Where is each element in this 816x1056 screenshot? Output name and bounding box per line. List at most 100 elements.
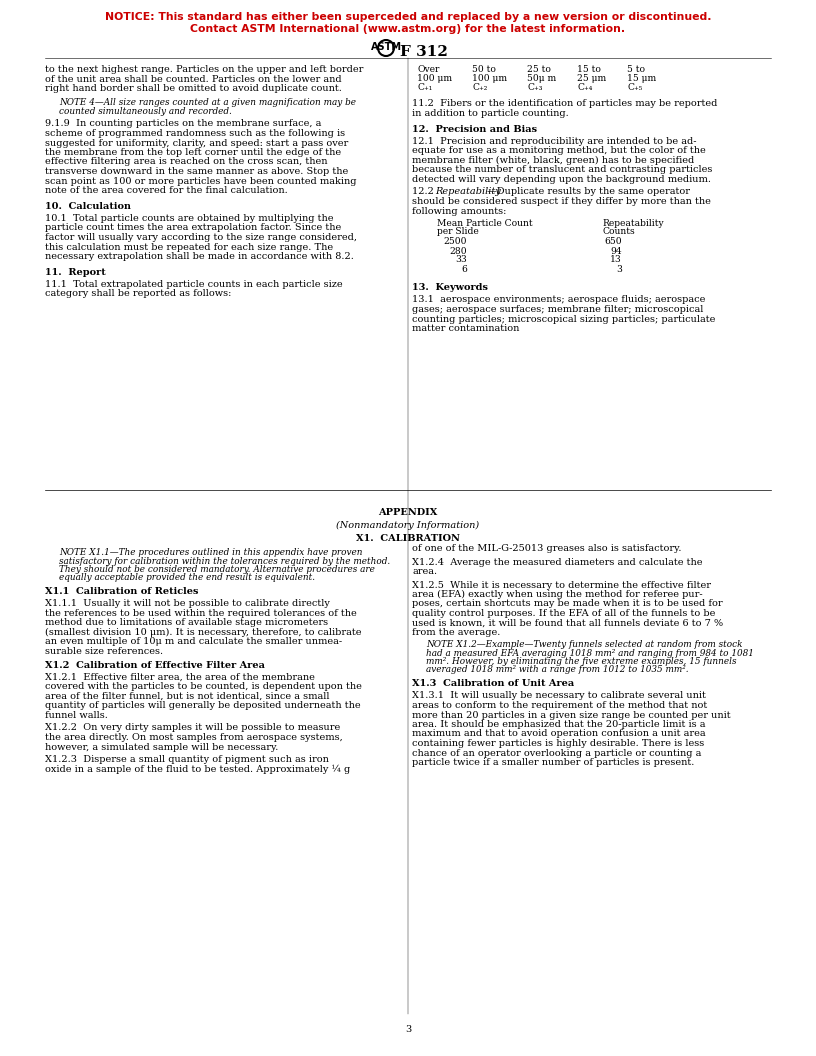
Text: 13.  Keywords: 13. Keywords: [412, 283, 488, 293]
Text: counted simultaneously and recorded.: counted simultaneously and recorded.: [59, 107, 232, 115]
Text: the membrane from the top left corner until the edge of the: the membrane from the top left corner un…: [45, 148, 341, 157]
Text: NOTE X1.2—Example—Twenty funnels selected at random from stock: NOTE X1.2—Example—Twenty funnels selecte…: [426, 640, 743, 649]
Text: C₊₂: C₊₂: [472, 83, 487, 92]
Text: 25 μm: 25 μm: [577, 74, 606, 83]
Text: X1.2.2  On very dirty samples it will be possible to measure: X1.2.2 On very dirty samples it will be …: [45, 723, 340, 733]
Text: used is known, it will be found that all funnels deviate 6 to 7 %: used is known, it will be found that all…: [412, 619, 723, 627]
Text: poses, certain shortcuts may be made when it is to be used for: poses, certain shortcuts may be made whe…: [412, 600, 723, 608]
Text: 12.1  Precision and reproducibility are intended to be ad-: 12.1 Precision and reproducibility are i…: [412, 136, 697, 146]
Text: should be considered suspect if they differ by more than the: should be considered suspect if they dif…: [412, 197, 711, 206]
Text: had a measured EFA averaging 1018 mm² and ranging from 984 to 1081: had a measured EFA averaging 1018 mm² an…: [426, 648, 754, 658]
Text: area. It should be emphasized that the 20-particle limit is a: area. It should be emphasized that the 2…: [412, 720, 706, 729]
Text: method due to limitations of available stage micrometers: method due to limitations of available s…: [45, 618, 328, 627]
Text: particle twice if a smaller number of particles is present.: particle twice if a smaller number of pa…: [412, 758, 694, 767]
Text: X1.3.1  It will usually be necessary to calibrate several unit: X1.3.1 It will usually be necessary to c…: [412, 692, 706, 700]
Text: 100 μm: 100 μm: [417, 74, 452, 83]
Text: X1.2.4  Average the measured diameters and calculate the: X1.2.4 Average the measured diameters an…: [412, 558, 703, 567]
Text: 280: 280: [450, 246, 467, 256]
Text: Contact ASTM International (www.astm.org) for the latest information.: Contact ASTM International (www.astm.org…: [190, 24, 626, 34]
Text: effective filtering area is reached on the cross scan, then: effective filtering area is reached on t…: [45, 157, 327, 167]
Text: equally acceptable provided the end result is equivalent.: equally acceptable provided the end resu…: [59, 573, 315, 583]
Text: covered with the particles to be counted, is dependent upon the: covered with the particles to be counted…: [45, 682, 361, 691]
Text: C₊₅: C₊₅: [627, 83, 642, 92]
Text: NOTE 4—All size ranges counted at a given magnification may be: NOTE 4—All size ranges counted at a give…: [59, 98, 356, 107]
Text: because the number of translucent and contrasting particles: because the number of translucent and co…: [412, 165, 712, 174]
Text: scheme of programmed randomness such as the following is: scheme of programmed randomness such as …: [45, 129, 345, 138]
Text: 50 to: 50 to: [472, 65, 496, 74]
Text: 6: 6: [461, 264, 467, 274]
Text: funnel walls.: funnel walls.: [45, 711, 108, 719]
Text: X1.3  Calibration of Unit Area: X1.3 Calibration of Unit Area: [412, 679, 574, 689]
Text: this calculation must be repeated for each size range. The: this calculation must be repeated for ea…: [45, 243, 333, 251]
Text: quantity of particles will generally be deposited underneath the: quantity of particles will generally be …: [45, 701, 361, 710]
Text: They should not be considered mandatory. Alternative procedures are: They should not be considered mandatory.…: [59, 565, 375, 574]
Text: detected will vary depending upon the background medium.: detected will vary depending upon the ba…: [412, 174, 711, 184]
Text: to the next highest range. Particles on the upper and left border: to the next highest range. Particles on …: [45, 65, 363, 74]
Text: matter contamination: matter contamination: [412, 324, 520, 333]
Text: in addition to particle counting.: in addition to particle counting.: [412, 109, 569, 117]
Text: 5 to: 5 to: [627, 65, 645, 74]
Text: 12.  Precision and Bias: 12. Precision and Bias: [412, 125, 537, 133]
Text: Over: Over: [417, 65, 440, 74]
Text: F 312: F 312: [400, 45, 448, 59]
Text: transverse downward in the same manner as above. Stop the: transverse downward in the same manner a…: [45, 167, 348, 176]
Text: X1.1.1  Usually it will not be possible to calibrate directly: X1.1.1 Usually it will not be possible t…: [45, 599, 330, 608]
Text: NOTICE: This standard has either been superceded and replaced by a new version o: NOTICE: This standard has either been su…: [104, 12, 712, 22]
Text: —Duplicate results by the same operator: —Duplicate results by the same operator: [487, 188, 690, 196]
Text: 3: 3: [616, 264, 622, 274]
Text: APPENDIX: APPENDIX: [379, 508, 437, 517]
Text: note of the area covered for the final calculation.: note of the area covered for the final c…: [45, 186, 287, 195]
Text: 13.1  aerospace environments; aerospace fluids; aerospace: 13.1 aerospace environments; aerospace f…: [412, 296, 706, 304]
Text: ASTM: ASTM: [370, 42, 401, 52]
Text: averaged 1018 mm² with a range from 1012 to 1035 mm².: averaged 1018 mm² with a range from 1012…: [426, 665, 689, 675]
Text: however, a simulated sample will be necessary.: however, a simulated sample will be nece…: [45, 742, 278, 752]
Text: area of the filter funnel, but is not identical, since a small: area of the filter funnel, but is not id…: [45, 692, 330, 700]
Text: 10.  Calculation: 10. Calculation: [45, 202, 131, 211]
Text: quality control purposes. If the EFA of all of the funnels to be: quality control purposes. If the EFA of …: [412, 609, 716, 618]
Text: membrane filter (white, black, green) has to be specified: membrane filter (white, black, green) ha…: [412, 155, 694, 165]
Text: mm². However, by eliminating the five extreme examples, 15 funnels: mm². However, by eliminating the five ex…: [426, 657, 737, 666]
Text: equate for use as a monitoring method, but the color of the: equate for use as a monitoring method, b…: [412, 146, 706, 155]
Text: necessary extrapolation shall be made in accordance with 8.2.: necessary extrapolation shall be made in…: [45, 252, 354, 261]
Text: Counts: Counts: [602, 227, 635, 237]
Text: surable size references.: surable size references.: [45, 646, 163, 656]
Text: category shall be reported as follows:: category shall be reported as follows:: [45, 289, 231, 299]
Text: X1.2.3  Disperse a small quantity of pigment such as iron: X1.2.3 Disperse a small quantity of pigm…: [45, 755, 329, 765]
Text: an even multiple of 10μ m and calculate the smaller unmea-: an even multiple of 10μ m and calculate …: [45, 637, 342, 646]
Text: 50μ m: 50μ m: [527, 74, 557, 83]
Text: 3: 3: [405, 1025, 411, 1035]
Text: Repeatability: Repeatability: [435, 188, 501, 196]
Text: per Slide: per Slide: [437, 227, 479, 237]
Text: right hand border shall be omitted to avoid duplicate count.: right hand border shall be omitted to av…: [45, 84, 342, 93]
Text: area (EFA) exactly when using the method for referee pur-: area (EFA) exactly when using the method…: [412, 590, 703, 599]
Text: 15 to: 15 to: [577, 65, 601, 74]
Text: NOTE X1.1—The procedures outlined in this appendix have proven: NOTE X1.1—The procedures outlined in thi…: [59, 548, 362, 557]
Text: particle count times the area extrapolation factor. Since the: particle count times the area extrapolat…: [45, 224, 341, 232]
Text: scan point as 100 or more particles have been counted making: scan point as 100 or more particles have…: [45, 176, 357, 186]
Text: X1.2.1  Effective filter area, the area of the membrane: X1.2.1 Effective filter area, the area o…: [45, 673, 315, 681]
Text: following amounts:: following amounts:: [412, 207, 507, 215]
Text: 15 μm: 15 μm: [627, 74, 656, 83]
Text: (smallest division 10 μm). It is necessary, therefore, to calibrate: (smallest division 10 μm). It is necessa…: [45, 627, 361, 637]
Text: of the unit area shall be counted. Particles on the lower and: of the unit area shall be counted. Parti…: [45, 75, 342, 83]
Text: 9.1.9  In counting particles on the membrane surface, a: 9.1.9 In counting particles on the membr…: [45, 119, 322, 129]
Text: C₊₄: C₊₄: [577, 83, 592, 92]
Text: 94: 94: [610, 246, 622, 256]
Text: 650: 650: [605, 238, 622, 246]
Text: 13: 13: [610, 256, 622, 264]
Text: 33: 33: [455, 256, 467, 264]
Text: 11.  Report: 11. Report: [45, 268, 105, 277]
Text: from the average.: from the average.: [412, 628, 500, 637]
Text: maximum and that to avoid operation confusion a unit area: maximum and that to avoid operation conf…: [412, 730, 706, 738]
Text: 12.2: 12.2: [412, 188, 440, 196]
Text: the area directly. On most samples from aerospace systems,: the area directly. On most samples from …: [45, 733, 343, 742]
Text: factor will usually vary according to the size range considered,: factor will usually vary according to th…: [45, 233, 357, 242]
Text: areas to conform to the requirement of the method that not: areas to conform to the requirement of t…: [412, 701, 707, 710]
Text: X1.  CALIBRATION: X1. CALIBRATION: [356, 534, 460, 543]
Text: 11.2  Fibers or the identification of particles may be reported: 11.2 Fibers or the identification of par…: [412, 99, 717, 108]
Text: 2500: 2500: [444, 238, 467, 246]
Text: 11.1  Total extrapolated particle counts in each particle size: 11.1 Total extrapolated particle counts …: [45, 280, 343, 289]
Text: counting particles; microscopical sizing particles; particulate: counting particles; microscopical sizing…: [412, 315, 716, 323]
Text: area.: area.: [412, 567, 437, 577]
Text: Mean Particle Count: Mean Particle Count: [437, 219, 533, 227]
